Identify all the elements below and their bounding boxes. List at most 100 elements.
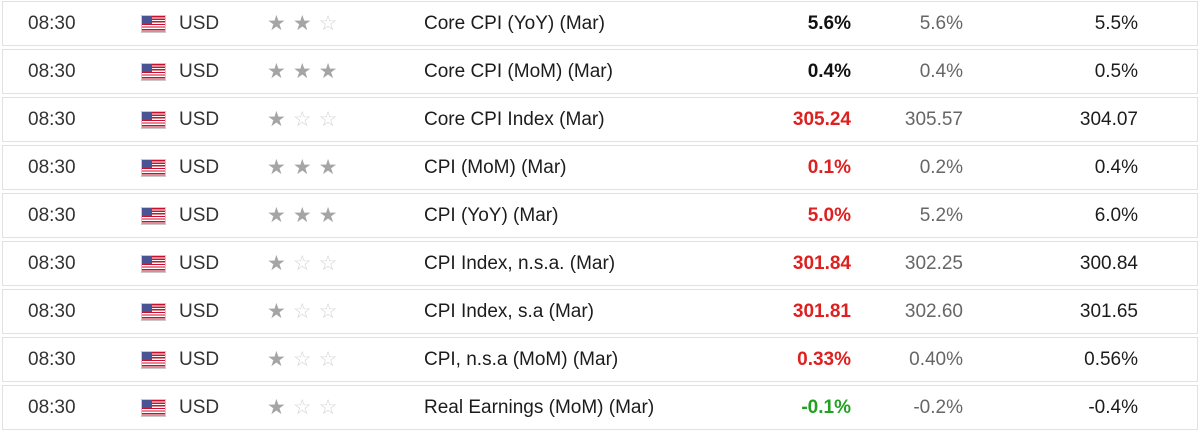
table-row[interactable]: 08:30 USD ★★★ Core CPI (MoM) (Mar) 0.4% … bbox=[2, 49, 1198, 94]
importance-rating: ★☆☆ bbox=[267, 109, 424, 130]
event-time: 08:30 bbox=[28, 60, 76, 82]
star-filled-icons: ★★★ bbox=[267, 156, 345, 179]
importance-rating: ★☆☆ bbox=[267, 397, 424, 418]
actual-value: 301.84 bbox=[792, 252, 851, 274]
event-name[interactable]: CPI Index, n.s.a. (Mar) bbox=[424, 252, 616, 274]
star-filled-icons: ★ bbox=[267, 396, 293, 419]
actual-value: 5.0% bbox=[807, 204, 851, 226]
event-time: 08:30 bbox=[28, 108, 76, 130]
actual-value: 0.1% bbox=[807, 156, 851, 178]
forecast-value: 0.40% bbox=[909, 348, 963, 370]
us-flag-icon bbox=[141, 302, 166, 321]
currency-label: USD bbox=[179, 300, 220, 322]
table-row[interactable]: 08:30 USD ★★☆ Core CPI (YoY) (Mar) 5.6% … bbox=[2, 1, 1198, 46]
currency-cell: USD bbox=[141, 301, 267, 323]
us-flag-icon bbox=[141, 398, 166, 417]
currency-cell: USD bbox=[141, 253, 267, 275]
importance-rating: ★☆☆ bbox=[267, 253, 424, 274]
star-filled-icons: ★ bbox=[267, 108, 293, 131]
actual-value: 0.4% bbox=[807, 60, 851, 82]
currency-label: USD bbox=[179, 156, 220, 178]
importance-rating: ★☆☆ bbox=[267, 301, 424, 322]
star-filled-icons: ★ bbox=[267, 348, 293, 371]
previous-value: 300.84 bbox=[1079, 252, 1138, 274]
forecast-value: 305.57 bbox=[904, 108, 963, 130]
star-empty-icons: ☆☆ bbox=[292, 252, 345, 275]
currency-cell: USD bbox=[141, 205, 267, 227]
event-name[interactable]: Core CPI Index (Mar) bbox=[424, 108, 605, 130]
previous-value: 0.56% bbox=[1084, 348, 1138, 370]
currency-cell: USD bbox=[141, 397, 267, 419]
importance-rating: ★★★ bbox=[267, 205, 424, 226]
forecast-value: 302.25 bbox=[904, 252, 963, 274]
currency-cell: USD bbox=[141, 349, 267, 371]
previous-value: 0.5% bbox=[1094, 60, 1138, 82]
star-filled-icons: ★★★ bbox=[267, 60, 345, 83]
currency-label: USD bbox=[179, 108, 220, 130]
event-time: 08:30 bbox=[28, 300, 76, 322]
currency-label: USD bbox=[179, 348, 220, 370]
table-row[interactable]: 08:30 USD ★☆☆ CPI Index, s.a (Mar) 301.8… bbox=[2, 289, 1198, 334]
star-empty-icons: ☆☆ bbox=[292, 300, 345, 323]
importance-rating: ★★★ bbox=[267, 61, 424, 82]
event-name[interactable]: CPI Index, s.a (Mar) bbox=[424, 300, 594, 322]
star-empty-icons: ☆☆ bbox=[292, 396, 345, 419]
forecast-value: 0.2% bbox=[919, 156, 963, 178]
forecast-value: 5.6% bbox=[919, 12, 963, 34]
previous-value: 301.65 bbox=[1079, 300, 1138, 322]
event-name[interactable]: CPI (MoM) (Mar) bbox=[424, 156, 567, 178]
star-filled-icons: ★★ bbox=[267, 12, 319, 35]
previous-value: 5.5% bbox=[1094, 12, 1138, 34]
us-flag-icon bbox=[141, 14, 166, 33]
forecast-value: 5.2% bbox=[919, 204, 963, 226]
event-time: 08:30 bbox=[28, 252, 76, 274]
table-row[interactable]: 08:30 USD ★☆☆ CPI Index, n.s.a. (Mar) 30… bbox=[2, 241, 1198, 286]
star-filled-icons: ★ bbox=[267, 252, 293, 275]
actual-value: 5.6% bbox=[807, 12, 851, 34]
previous-value: -0.4% bbox=[1088, 396, 1138, 418]
us-flag-icon bbox=[141, 206, 166, 225]
importance-rating: ★☆☆ bbox=[267, 349, 424, 370]
event-time: 08:30 bbox=[28, 396, 76, 418]
currency-label: USD bbox=[179, 60, 220, 82]
currency-label: USD bbox=[179, 252, 220, 274]
table-row[interactable]: 08:30 USD ★★★ CPI (MoM) (Mar) 0.1% 0.2% … bbox=[2, 145, 1198, 190]
currency-label: USD bbox=[179, 12, 220, 34]
event-time: 08:30 bbox=[28, 156, 76, 178]
previous-value: 304.07 bbox=[1079, 108, 1138, 130]
currency-label: USD bbox=[179, 204, 220, 226]
previous-value: 6.0% bbox=[1094, 204, 1138, 226]
event-name[interactable]: CPI (YoY) (Mar) bbox=[424, 204, 559, 226]
currency-cell: USD bbox=[141, 109, 267, 131]
previous-value: 0.4% bbox=[1094, 156, 1138, 178]
us-flag-icon bbox=[141, 62, 166, 81]
currency-cell: USD bbox=[141, 13, 267, 35]
star-empty-icons: ☆☆ bbox=[292, 348, 345, 371]
event-name[interactable]: Core CPI (MoM) (Mar) bbox=[424, 60, 613, 82]
event-time: 08:30 bbox=[28, 204, 76, 226]
table-row[interactable]: 08:30 USD ★☆☆ Real Earnings (MoM) (Mar) … bbox=[2, 385, 1198, 430]
table-row[interactable]: 08:30 USD ★★★ CPI (YoY) (Mar) 5.0% 5.2% … bbox=[2, 193, 1198, 238]
us-flag-icon bbox=[141, 350, 166, 369]
importance-rating: ★★★ bbox=[267, 157, 424, 178]
event-name[interactable]: Real Earnings (MoM) (Mar) bbox=[424, 396, 655, 418]
event-name[interactable]: CPI, n.s.a (MoM) (Mar) bbox=[424, 348, 619, 370]
us-flag-icon bbox=[141, 158, 166, 177]
event-name[interactable]: Core CPI (YoY) (Mar) bbox=[424, 12, 605, 34]
actual-value: 0.33% bbox=[797, 348, 851, 370]
forecast-value: 302.60 bbox=[904, 300, 963, 322]
forecast-value: -0.2% bbox=[913, 396, 963, 418]
table-row[interactable]: 08:30 USD ★☆☆ CPI, n.s.a (MoM) (Mar) 0.3… bbox=[2, 337, 1198, 382]
event-time: 08:30 bbox=[28, 348, 76, 370]
actual-value: 301.81 bbox=[792, 300, 851, 322]
actual-value: 305.24 bbox=[792, 108, 851, 130]
forecast-value: 0.4% bbox=[919, 60, 963, 82]
currency-cell: USD bbox=[141, 61, 267, 83]
star-empty-icons: ☆☆ bbox=[292, 108, 345, 131]
table-row[interactable]: 08:30 USD ★☆☆ Core CPI Index (Mar) 305.2… bbox=[2, 97, 1198, 142]
us-flag-icon bbox=[141, 110, 166, 129]
currency-cell: USD bbox=[141, 157, 267, 179]
star-empty-icons: ☆ bbox=[318, 12, 345, 35]
event-time: 08:30 bbox=[28, 12, 76, 34]
actual-value: -0.1% bbox=[801, 396, 851, 418]
